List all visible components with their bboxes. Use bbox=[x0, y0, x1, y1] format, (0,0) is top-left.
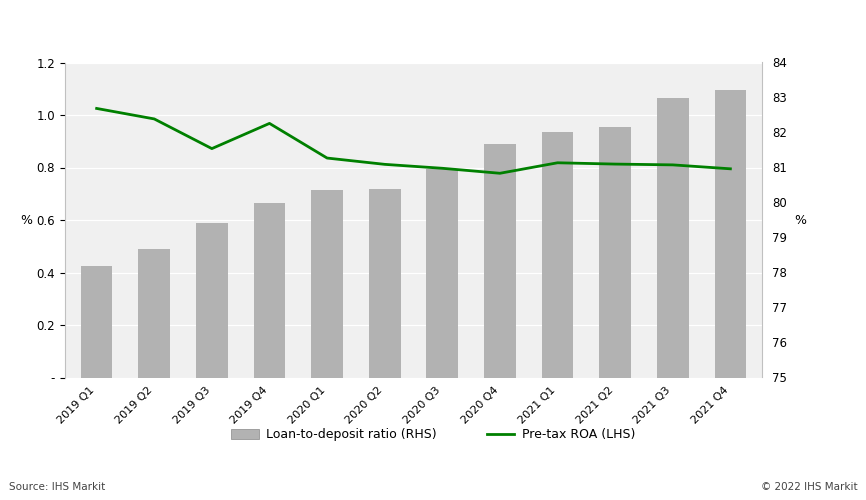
Bar bbox=[139, 249, 170, 378]
Bar bbox=[369, 188, 401, 378]
Y-axis label: %: % bbox=[794, 214, 806, 226]
Bar bbox=[426, 169, 458, 378]
Bar bbox=[311, 190, 343, 378]
Bar bbox=[599, 127, 631, 378]
Bar bbox=[196, 222, 228, 378]
Bar bbox=[657, 98, 688, 377]
Legend: Loan-to-deposit ratio (RHS), Pre-tax ROA (LHS): Loan-to-deposit ratio (RHS), Pre-tax ROA… bbox=[226, 423, 640, 446]
Text: Profitability and liquidity position of mainland Chinese banking sector: Profitability and liquidity position of … bbox=[9, 17, 591, 32]
Bar bbox=[254, 203, 285, 378]
Bar bbox=[714, 90, 746, 378]
Y-axis label: %: % bbox=[21, 214, 33, 226]
Bar bbox=[542, 132, 573, 378]
Text: Source: IHS Markit: Source: IHS Markit bbox=[9, 482, 105, 492]
Bar bbox=[81, 266, 113, 378]
Text: © 2022 IHS Markit: © 2022 IHS Markit bbox=[760, 482, 857, 492]
Bar bbox=[484, 144, 516, 378]
